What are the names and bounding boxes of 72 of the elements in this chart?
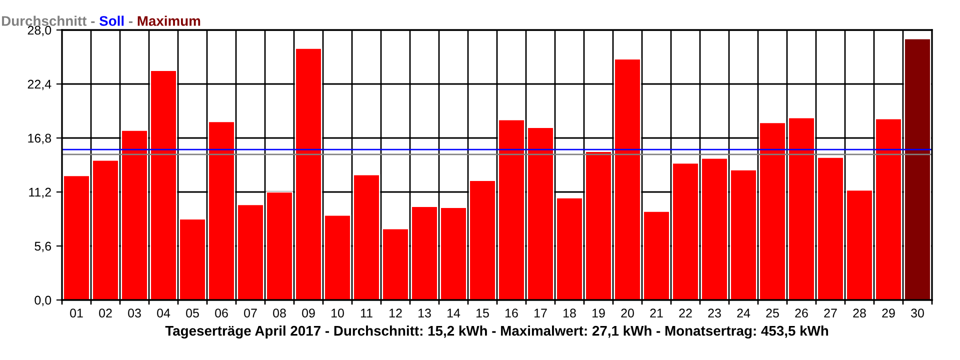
bar xyxy=(904,38,932,300)
x-tick-label: 10 xyxy=(332,308,344,318)
bar xyxy=(440,206,468,300)
bar xyxy=(758,122,786,300)
ref-line-label: Durchschnitt xyxy=(2,16,87,26)
bar xyxy=(700,158,728,300)
x-tick-label: 25 xyxy=(766,308,779,318)
x-tick-label: 30 xyxy=(911,308,924,318)
x-tick-label: 02 xyxy=(99,308,112,318)
x-tick-label: 27 xyxy=(824,308,837,318)
x-tick-label: 03 xyxy=(128,308,141,318)
bar xyxy=(62,175,90,300)
x-tick-label: 05 xyxy=(186,308,199,318)
x-tick-label: 06 xyxy=(215,308,228,318)
x-tick-label: 12 xyxy=(390,308,402,318)
x-tick-label: 04 xyxy=(157,308,170,318)
bar xyxy=(266,191,294,300)
bar xyxy=(672,162,700,300)
x-axis-title: Tageserträge April 2017 - Durchschnitt: 15,2 kWh - Maximalwert: 27,1 kWh - Monatsertrag: 453,5 kWh xyxy=(165,326,828,339)
y-tick-label: 5,6 xyxy=(34,242,52,252)
x-tick-label: 14 xyxy=(448,308,460,318)
x-tick-label: 22 xyxy=(679,308,692,318)
y-tick-label: 0,0 xyxy=(34,296,52,306)
y-tick-label: 16,8 xyxy=(28,134,52,144)
y-tick-label: 11,2 xyxy=(29,188,51,198)
x-tick-label: 21 xyxy=(650,308,663,318)
text: Maximum xyxy=(138,16,200,26)
x-tick-label: 20 xyxy=(621,308,634,318)
bar xyxy=(352,174,380,300)
x-tick-label: 24 xyxy=(737,308,750,318)
bar xyxy=(846,190,874,300)
bar xyxy=(150,70,178,300)
x-tick-label: 01 xyxy=(70,308,83,318)
bar xyxy=(468,180,496,300)
bar xyxy=(556,197,584,300)
bar xyxy=(526,126,554,300)
x-tick-label: 29 xyxy=(882,308,895,318)
bar xyxy=(788,117,816,300)
x-tick-label: 26 xyxy=(795,308,808,318)
x-tick-label: 17 xyxy=(534,308,547,318)
bar xyxy=(816,156,844,300)
x-tick-label: 09 xyxy=(302,308,315,318)
x-tick-label: 11 xyxy=(360,308,372,318)
x-tick-label: 07 xyxy=(244,308,257,318)
x-tick-label: 15 xyxy=(476,308,489,318)
x-tick-label: 23 xyxy=(708,308,721,318)
bar xyxy=(120,130,148,300)
bar xyxy=(382,228,410,300)
x-tick-label: 18 xyxy=(564,308,576,318)
bar xyxy=(236,204,264,300)
bar xyxy=(730,169,758,300)
y-tick-label: 22,4 xyxy=(28,80,52,90)
bar xyxy=(614,58,642,300)
x-tick-label: 19 xyxy=(592,308,605,318)
y-tick-label: 28,0 xyxy=(28,26,52,36)
bar xyxy=(324,214,352,300)
bar xyxy=(178,218,206,300)
bar xyxy=(584,150,612,300)
text: - xyxy=(128,21,132,23)
bar xyxy=(294,48,322,300)
bar xyxy=(498,119,526,300)
bar xyxy=(410,206,438,300)
text: - xyxy=(91,21,95,23)
ref-line-label: Soll xyxy=(99,16,124,26)
bar xyxy=(642,210,670,300)
x-tick-label: 28 xyxy=(853,308,866,318)
bar xyxy=(92,160,120,300)
x-tick-label: 16 xyxy=(506,308,518,318)
bar xyxy=(208,121,236,300)
x-tick-label: 08 xyxy=(273,308,286,318)
bar xyxy=(874,118,902,300)
x-tick-label: 13 xyxy=(418,308,431,318)
